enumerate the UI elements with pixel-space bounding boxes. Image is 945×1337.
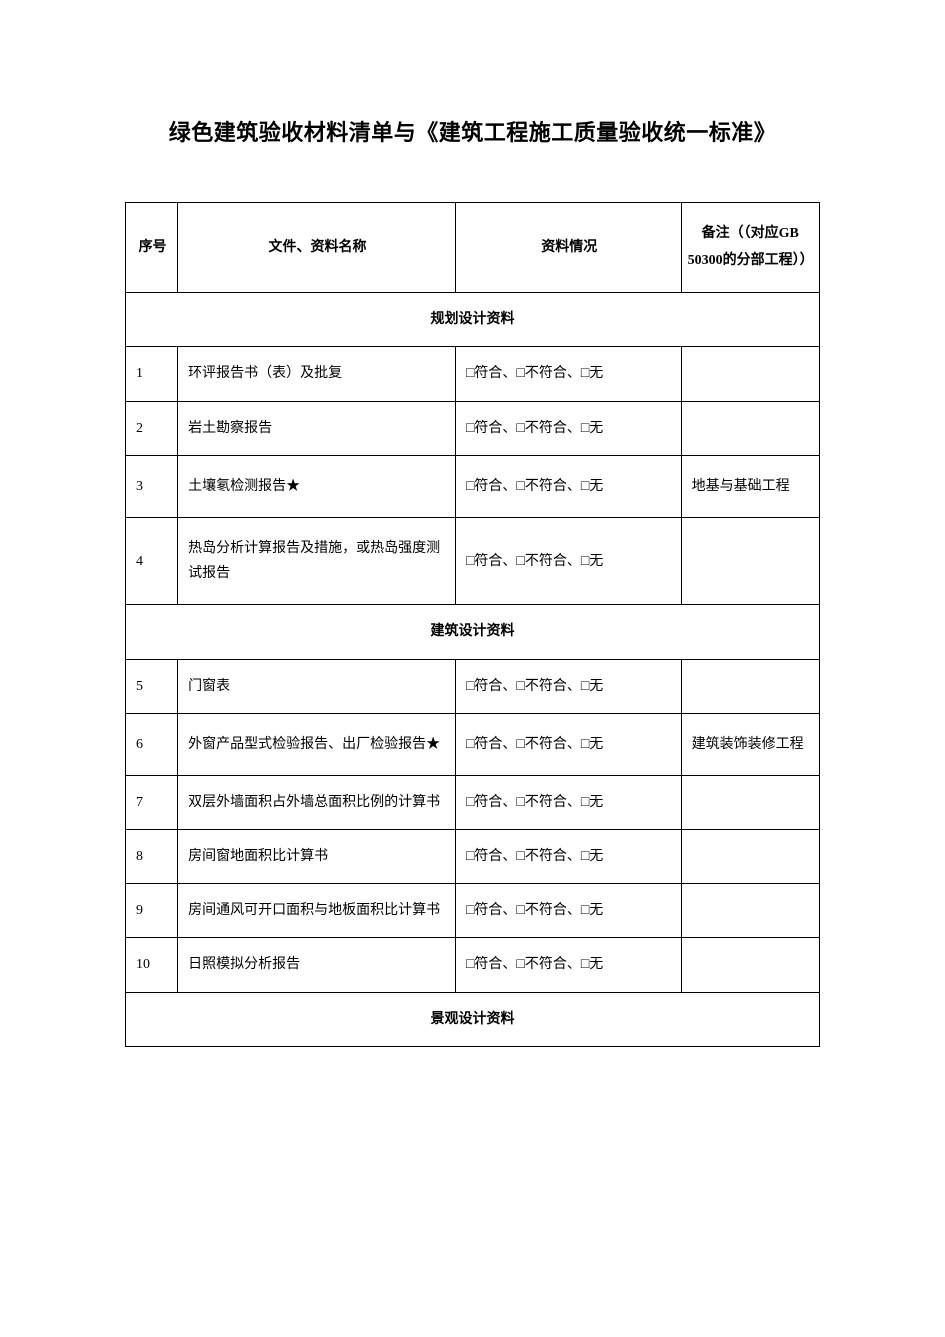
- cell-index: 6: [126, 713, 178, 775]
- cell-remark: [681, 401, 819, 455]
- cell-remark: [681, 938, 819, 992]
- cell-name: 热岛分析计算报告及措施，或热岛强度测试报告: [178, 517, 456, 604]
- section-title: 景观设计资料: [126, 992, 820, 1046]
- table-row: 7 双层外墙面积占外墙总面积比例的计算书 □符合、□不符合、□无: [126, 775, 820, 829]
- cell-status: □符合、□不符合、□无: [455, 713, 681, 775]
- section-header-row: 景观设计资料: [126, 992, 820, 1046]
- table-row: 3 土壤氡检测报告★ □符合、□不符合、□无 地基与基础工程: [126, 455, 820, 517]
- section-header-row: 规划设计资料: [126, 293, 820, 347]
- cell-index: 2: [126, 401, 178, 455]
- cell-name: 岩土勘察报告: [178, 401, 456, 455]
- cell-name: 门窗表: [178, 659, 456, 713]
- cell-remark: [681, 775, 819, 829]
- table-row: 4 热岛分析计算报告及措施，或热岛强度测试报告 □符合、□不符合、□无: [126, 517, 820, 604]
- cell-remark: [681, 517, 819, 604]
- table-row: 1 环评报告书（表）及批复 □符合、□不符合、□无: [126, 347, 820, 401]
- section-title: 建筑设计资料: [126, 605, 820, 659]
- table-row: 10 日照模拟分析报告 □符合、□不符合、□无: [126, 938, 820, 992]
- cell-status: □符合、□不符合、□无: [455, 517, 681, 604]
- header-status: 资料情况: [455, 203, 681, 293]
- cell-index: 1: [126, 347, 178, 401]
- cell-status: □符合、□不符合、□无: [455, 455, 681, 517]
- cell-status: □符合、□不符合、□无: [455, 347, 681, 401]
- table-row: 8 房间窗地面积比计算书 □符合、□不符合、□无: [126, 830, 820, 884]
- page-title: 绿色建筑验收材料清单与《建筑工程施工质量验收统一标准》: [125, 115, 820, 147]
- cell-name: 日照模拟分析报告: [178, 938, 456, 992]
- cell-index: 9: [126, 884, 178, 938]
- section-title: 规划设计资料: [126, 293, 820, 347]
- cell-name: 房间通风可开口面积与地板面积比计算书: [178, 884, 456, 938]
- cell-name: 房间窗地面积比计算书: [178, 830, 456, 884]
- cell-index: 4: [126, 517, 178, 604]
- cell-index: 8: [126, 830, 178, 884]
- cell-name: 环评报告书（表）及批复: [178, 347, 456, 401]
- cell-name: 土壤氡检测报告★: [178, 455, 456, 517]
- cell-index: 7: [126, 775, 178, 829]
- cell-index: 5: [126, 659, 178, 713]
- cell-name: 双层外墙面积占外墙总面积比例的计算书: [178, 775, 456, 829]
- cell-status: □符合、□不符合、□无: [455, 884, 681, 938]
- section-header-row: 建筑设计资料: [126, 605, 820, 659]
- header-name: 文件、资料名称: [178, 203, 456, 293]
- cell-remark: [681, 830, 819, 884]
- table-row: 5 门窗表 □符合、□不符合、□无: [126, 659, 820, 713]
- cell-remark: [681, 347, 819, 401]
- header-remark: 备注（（对应GB 50300的分部工程））: [681, 203, 819, 293]
- cell-status: □符合、□不符合、□无: [455, 659, 681, 713]
- table-header-row: 序号 文件、资料名称 资料情况 备注（（对应GB 50300的分部工程））: [126, 203, 820, 293]
- checklist-table: 序号 文件、资料名称 资料情况 备注（（对应GB 50300的分部工程）） 规划…: [125, 202, 820, 1047]
- table-row: 6 外窗产品型式检验报告、出厂检验报告★ □符合、□不符合、□无 建筑装饰装修工…: [126, 713, 820, 775]
- cell-status: □符合、□不符合、□无: [455, 938, 681, 992]
- cell-status: □符合、□不符合、□无: [455, 775, 681, 829]
- cell-remark: [681, 659, 819, 713]
- header-index: 序号: [126, 203, 178, 293]
- cell-index: 10: [126, 938, 178, 992]
- table-row: 2 岩土勘察报告 □符合、□不符合、□无: [126, 401, 820, 455]
- cell-name: 外窗产品型式检验报告、出厂检验报告★: [178, 713, 456, 775]
- table-row: 9 房间通风可开口面积与地板面积比计算书 □符合、□不符合、□无: [126, 884, 820, 938]
- cell-remark: 地基与基础工程: [681, 455, 819, 517]
- cell-index: 3: [126, 455, 178, 517]
- cell-status: □符合、□不符合、□无: [455, 830, 681, 884]
- cell-remark: 建筑装饰装修工程: [681, 713, 819, 775]
- cell-remark: [681, 884, 819, 938]
- cell-status: □符合、□不符合、□无: [455, 401, 681, 455]
